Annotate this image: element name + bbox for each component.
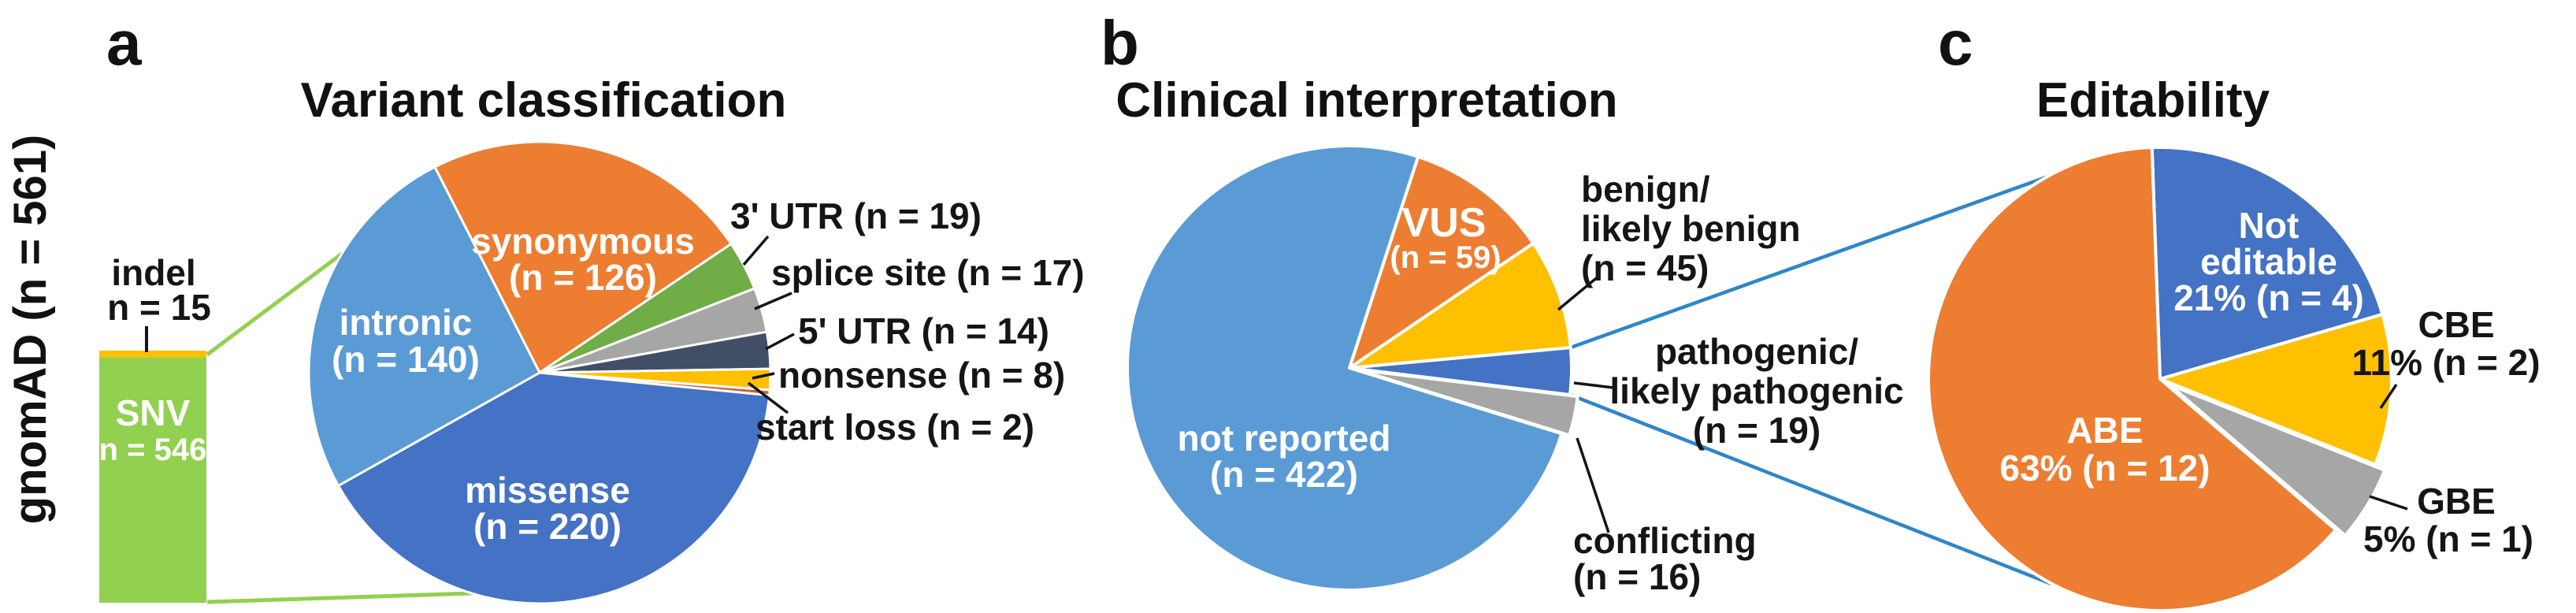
bar-to-pie-connector-bottom — [206, 591, 473, 604]
bar-to-pie-connector-top — [206, 251, 343, 357]
pathogenic-label-line3: (n = 19) — [1693, 410, 1821, 451]
intronic-label-line1: intronic — [340, 302, 473, 343]
startloss-label: start loss (n = 2) — [755, 407, 1034, 448]
cbe-label-line1: CBE — [2418, 304, 2494, 345]
cbe-callout-line — [2379, 384, 2398, 409]
abe-label-line2: 63% (n = 12) — [1999, 448, 2210, 489]
splice-callout-line — [754, 292, 792, 310]
gbe-label-line1: GBE — [2417, 481, 2496, 522]
benign-label-line2: likely benign — [1581, 208, 1801, 249]
conflicting-callout-line — [1576, 437, 1610, 533]
intronic-label-line2: (n = 140) — [332, 339, 480, 380]
utr3-label: 3' UTR (n = 19) — [730, 195, 982, 236]
panel-b-letter: b — [1101, 8, 1139, 78]
pathogenic-to-editability-connector-top — [1570, 174, 2049, 350]
slice-vus — [1348, 154, 1535, 370]
panel-c-title: Editability — [2036, 73, 2270, 128]
cbe-label-line2: 11% (n = 2) — [2351, 342, 2540, 383]
pathogenic-callout-line — [1573, 381, 1614, 389]
panel-b-title: Clinical interpretation — [1115, 73, 1617, 128]
nonsense-callout-line — [752, 372, 775, 380]
utr5-callout-line — [765, 333, 795, 351]
startloss-callout-line — [747, 381, 789, 414]
indel-label-line2: n = 15 — [107, 287, 211, 328]
missense-label-line1: missense — [465, 470, 630, 511]
not-reported-label-line1: not reported — [1178, 418, 1391, 459]
bar-segment-indel — [99, 351, 206, 358]
not-editable-label-line1: Not — [2239, 205, 2299, 246]
benign-label-line1: benign/ — [1581, 169, 1710, 210]
panel-c-letter: c — [1938, 8, 1973, 78]
slice-intronic — [307, 165, 541, 487]
snv-label-line1: SNV — [116, 392, 191, 433]
conflicting-label-line2: (n = 16) — [1573, 556, 1701, 597]
conflicting-label-line1: conflicting — [1573, 520, 1757, 561]
missense-label-line2: (n = 220) — [473, 506, 622, 547]
benign-label-line3: (n = 45) — [1581, 247, 1709, 288]
slice-not-editable — [2150, 146, 2385, 381]
abe-label-line1: ABE — [2066, 410, 2143, 451]
pathogenic-label-line1: pathogenic/ — [1655, 331, 1858, 372]
gbe-label-line2: 5% (n = 1) — [2363, 518, 2533, 559]
splice-site-label: splice site (n = 17) — [771, 252, 1085, 293]
slice-gbe — [2167, 383, 2387, 537]
synonymous-label-line1: synonymous — [471, 221, 695, 262]
gnomad-axis-label: gnomAD (n = 561) — [5, 135, 56, 525]
vus-label-line2: (n = 59) — [1390, 240, 1501, 275]
vus-label-line1: VUS — [1402, 200, 1487, 246]
utr3-callout-line — [742, 235, 770, 266]
not-reported-label-line2: (n = 422) — [1210, 454, 1358, 495]
synonymous-label-line2: (n = 126) — [509, 257, 657, 298]
slice-benign-likely-benign — [1348, 241, 1572, 370]
slice-abe — [1927, 146, 2338, 612]
not-editable-label-line2: editable — [2200, 241, 2337, 282]
slice-synonymous — [433, 140, 733, 374]
pathogenic-to-editability-connector-bottom — [1569, 392, 2052, 586]
bar-segment-snv — [99, 357, 206, 603]
pie-editability — [1927, 146, 2393, 612]
indel-label-line1: indel — [111, 252, 195, 293]
gbe-callout-line — [2369, 495, 2408, 511]
not-editable-label-line3: 21% (n = 4) — [2173, 277, 2364, 318]
pie-variant-classification — [307, 140, 772, 605]
pathogenic-label-line2: likely pathogenic — [1609, 370, 1903, 411]
benign-callout-line — [1557, 274, 1601, 311]
panel-a-title: Variant classification — [301, 73, 787, 128]
gnomad-stacked-bar — [99, 351, 206, 603]
slice-missense — [337, 371, 771, 605]
nonsense-label: nonsense (n = 8) — [778, 355, 1065, 396]
slice-not-reported — [1126, 144, 1564, 592]
snv-label-line2: n = 546 — [99, 433, 207, 467]
panel-a-letter: a — [106, 8, 142, 78]
utr5-label: 5' UTR (n = 14) — [798, 310, 1049, 351]
pie-clinical-interpretation — [1126, 144, 1579, 592]
